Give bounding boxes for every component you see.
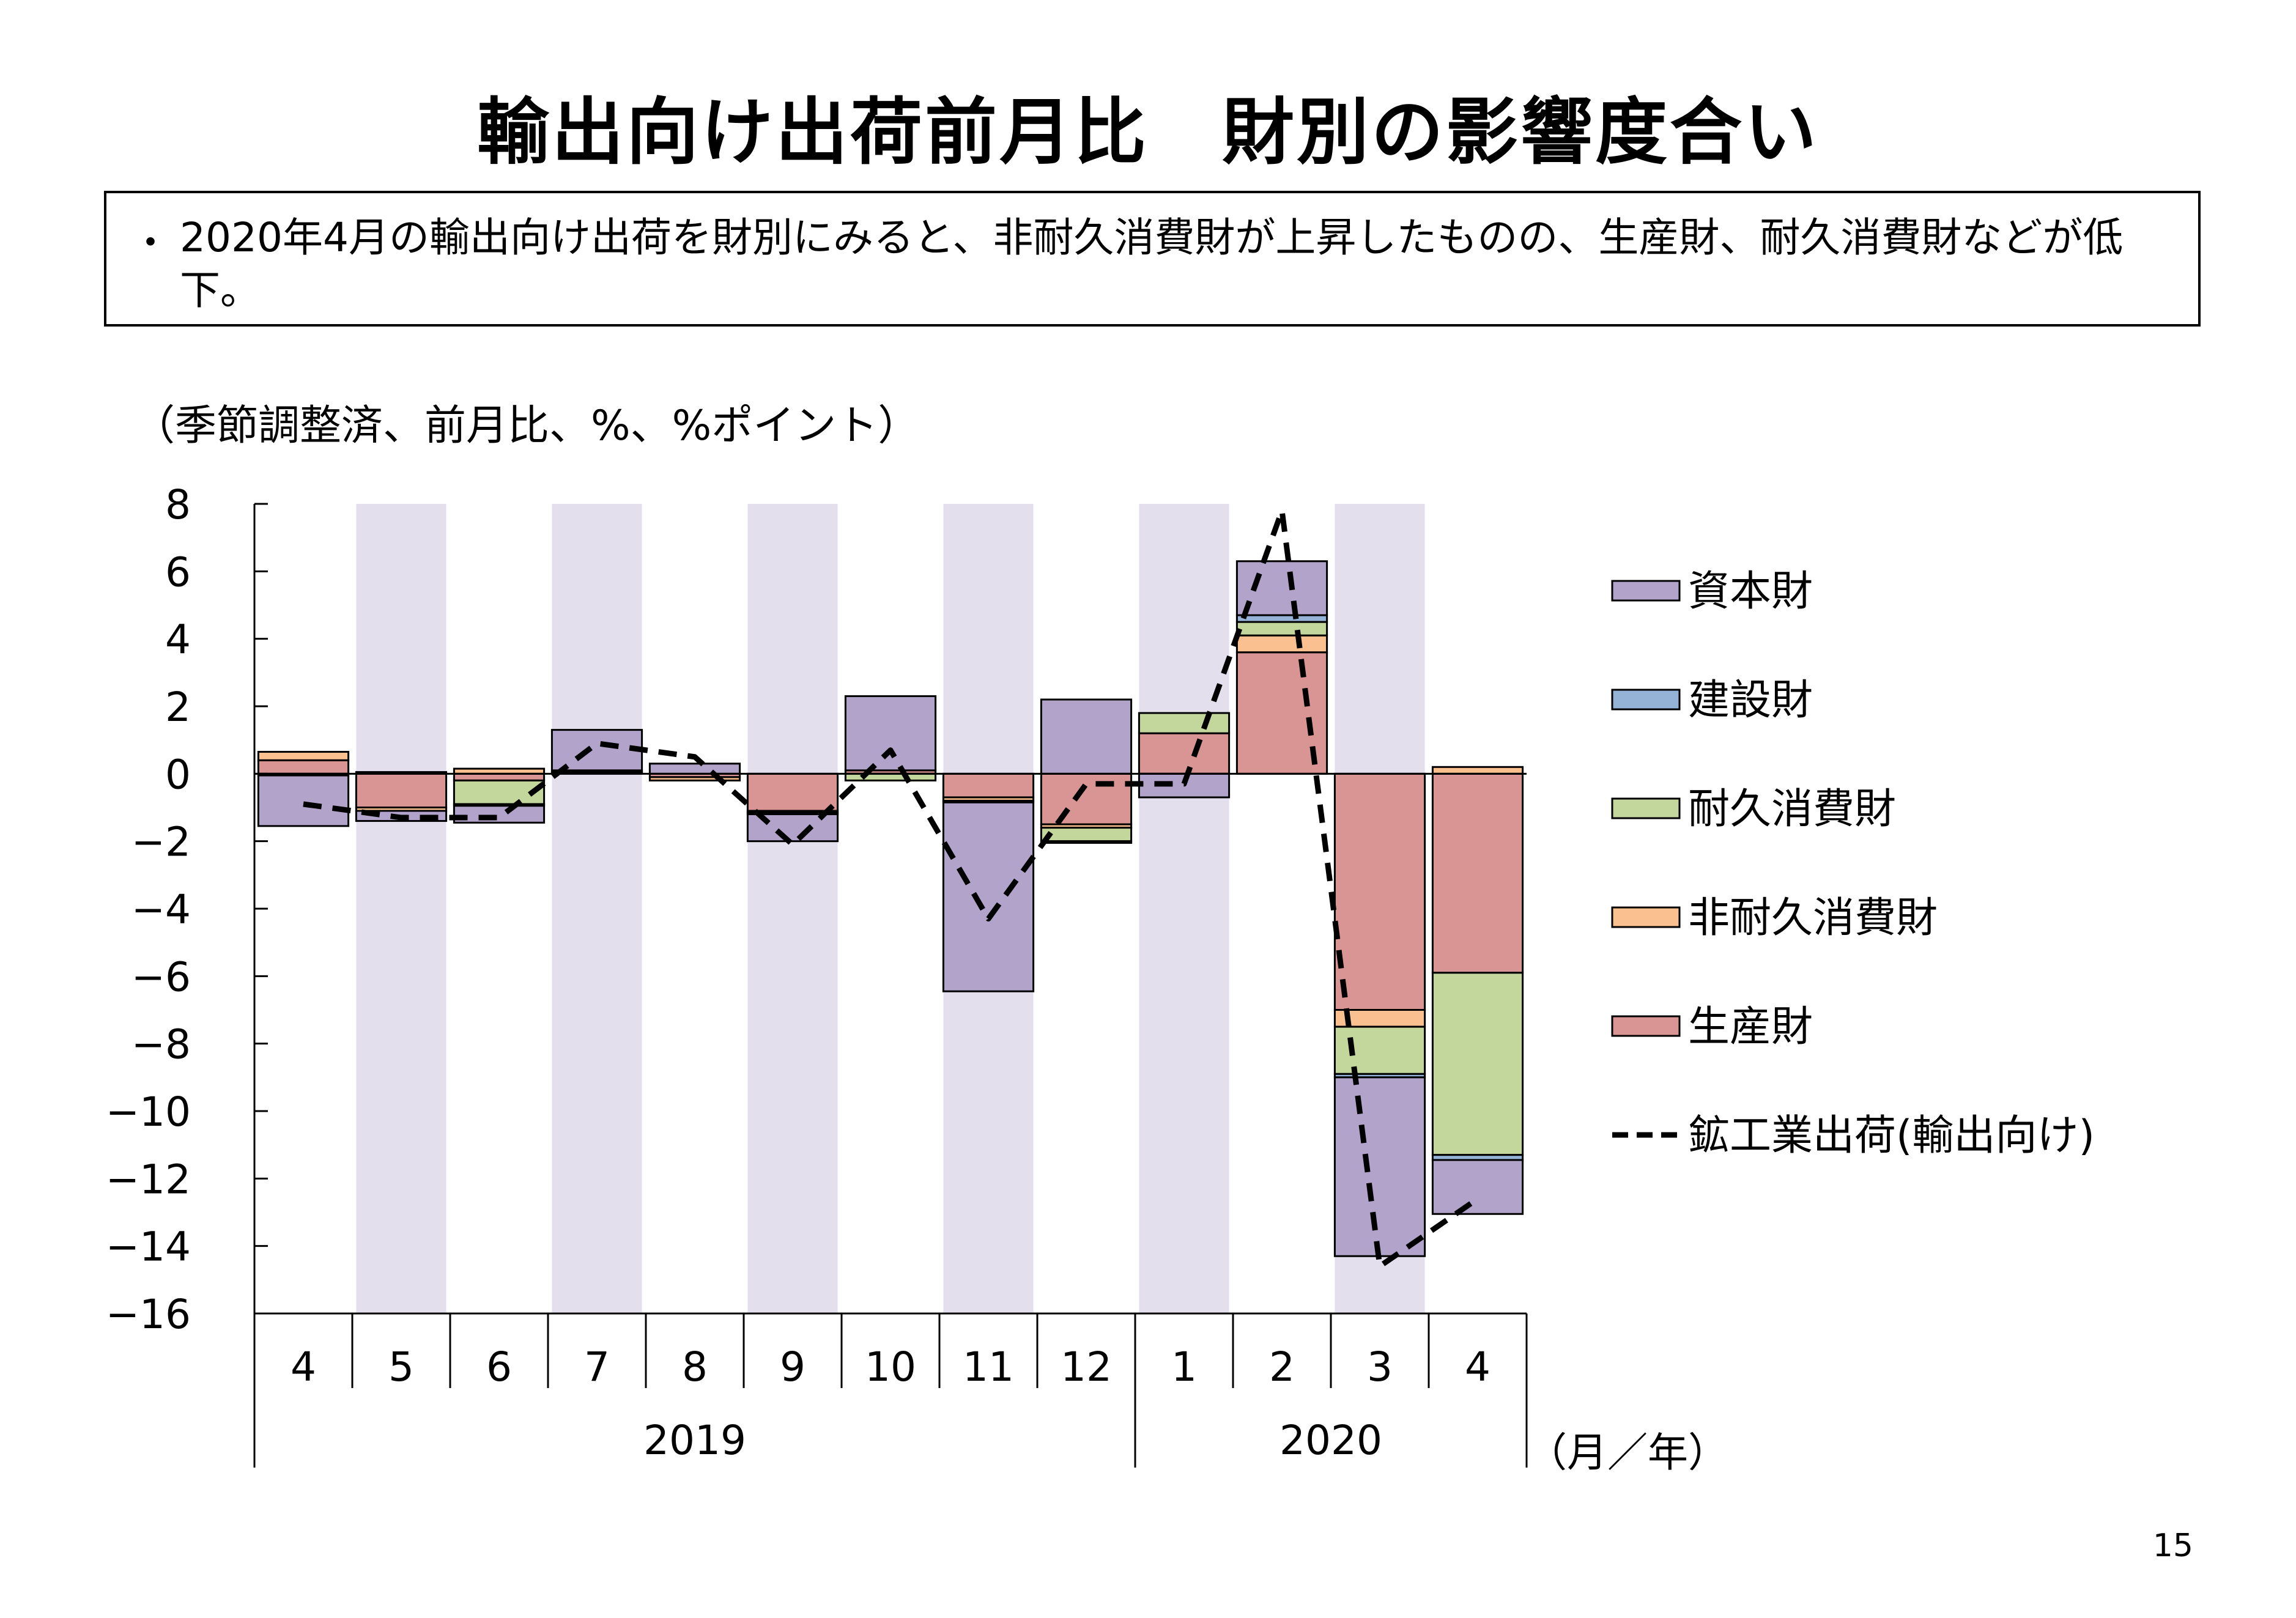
title-main: 輸出向け出荷前月比 bbox=[476, 90, 1149, 174]
bar-segment-durable bbox=[1333, 1025, 1426, 1075]
legend-label: 耐久消費財 bbox=[1688, 785, 1896, 833]
x-tick-label: 1 bbox=[1171, 1343, 1197, 1391]
bar-segment-durable bbox=[1040, 827, 1133, 843]
line-series-industrial-shipments bbox=[303, 508, 1479, 1269]
bar-segment-capital bbox=[648, 763, 741, 775]
summary-text: 2020年4月の輸出向け出荷を財別にみると、非耐久消費財が上昇したものの、生産財… bbox=[180, 214, 2124, 314]
legend-swatch-durable bbox=[1611, 797, 1681, 819]
x-tick-label: 7 bbox=[584, 1343, 610, 1391]
x-unit-label: （月／年） bbox=[1527, 1429, 1728, 1476]
y-tick-label: −10 bbox=[106, 1088, 191, 1136]
bar-segment-construction bbox=[1040, 840, 1133, 844]
x-year-label: 2020 bbox=[1279, 1417, 1382, 1464]
y-tick-label: −14 bbox=[106, 1224, 191, 1271]
bar-segment-capital bbox=[257, 774, 350, 827]
bar-segment-nondurable bbox=[1431, 766, 1524, 775]
x-tick-label: 6 bbox=[486, 1343, 512, 1391]
bar-segment-production bbox=[1333, 772, 1426, 1011]
y-tick-label: −6 bbox=[131, 953, 191, 1000]
bar-segment-capital bbox=[453, 805, 546, 824]
legend-label: 生産財 bbox=[1688, 1003, 1813, 1051]
x-tick-label: 3 bbox=[1367, 1343, 1393, 1391]
bar-segment-production bbox=[257, 759, 350, 775]
bar-segment-nondurable bbox=[648, 776, 741, 781]
y-tick-label: 8 bbox=[165, 481, 191, 528]
y-tick-label: 4 bbox=[165, 616, 191, 663]
y-tick-label: 2 bbox=[165, 684, 191, 731]
y-tick-label: 0 bbox=[165, 751, 191, 798]
bar-segment-capital bbox=[1431, 1159, 1524, 1215]
shaded-column bbox=[1139, 504, 1229, 1313]
unit-label: （季節調整済、前月比、%、%ポイント） bbox=[133, 402, 920, 450]
x-tick-label: 11 bbox=[963, 1343, 1014, 1391]
legend-label: 建設財 bbox=[1688, 676, 1813, 725]
bar-segment-production bbox=[746, 772, 839, 812]
y-tick-label: −2 bbox=[131, 819, 191, 866]
bar-segment-production bbox=[355, 772, 448, 809]
bar-segment-nondurable bbox=[1235, 634, 1328, 654]
bar-segment-capital bbox=[844, 695, 937, 772]
bar-segment-nondurable bbox=[257, 750, 350, 761]
x-tick-label: 10 bbox=[865, 1343, 916, 1391]
shaded-column bbox=[356, 504, 446, 1313]
x-tick-label: 2 bbox=[1269, 1343, 1295, 1391]
bar-segment-construction bbox=[1235, 614, 1328, 623]
legend-swatch-nondurable bbox=[1611, 906, 1681, 928]
bar-segment-durable bbox=[1235, 621, 1328, 637]
bar-segment-production bbox=[942, 772, 1035, 799]
bar-segment-capital bbox=[1040, 698, 1133, 775]
legend-label: 資本財 bbox=[1688, 567, 1813, 616]
bar-segment-durable bbox=[1138, 712, 1231, 734]
y-tick-label: −4 bbox=[131, 886, 191, 933]
shaded-column bbox=[552, 504, 642, 1313]
bar-segment-durable bbox=[844, 772, 937, 781]
bar-segment-capital bbox=[942, 801, 1035, 992]
x-tick-label: 9 bbox=[780, 1343, 805, 1391]
y-tick-label: −8 bbox=[131, 1021, 191, 1068]
legend-swatch-capital bbox=[1611, 580, 1681, 602]
bar-segment-production bbox=[453, 772, 546, 781]
legend-swatch-construction bbox=[1611, 689, 1681, 711]
legend-label: 鉱工業出荷(輸出向け) bbox=[1688, 1112, 2095, 1160]
y-tick-label: 6 bbox=[165, 549, 191, 596]
x-tick-label: 12 bbox=[1061, 1343, 1112, 1391]
x-tick-label: 5 bbox=[388, 1343, 414, 1391]
summary-box: ・ 2020年4月の輸出向け出荷を財別にみると、非耐久消費財が上昇したものの、生… bbox=[104, 191, 2201, 327]
page-title: 輸出向け出荷前月比 財別の影響度合い bbox=[0, 73, 2296, 178]
bar-segment-production bbox=[1138, 732, 1231, 775]
y-tick-label: −12 bbox=[106, 1156, 191, 1203]
x-tick-label: 8 bbox=[682, 1343, 708, 1391]
bar-segment-production bbox=[1040, 772, 1133, 826]
title-sub: 財別の影響度合い bbox=[1222, 90, 1820, 174]
page-number: 15 bbox=[2152, 1527, 2193, 1564]
x-tick-label: 4 bbox=[291, 1343, 316, 1391]
x-tick-label: 4 bbox=[1465, 1343, 1491, 1391]
y-tick-label: −16 bbox=[106, 1291, 191, 1338]
bar-segment-production bbox=[1431, 772, 1524, 974]
bar-segment-durable bbox=[1431, 972, 1524, 1156]
x-year-label: 2019 bbox=[643, 1417, 746, 1464]
legend-swatch-production bbox=[1611, 1015, 1681, 1037]
bar-segment-capital bbox=[1333, 1076, 1426, 1257]
shaded-column bbox=[747, 504, 838, 1313]
bar-segment-capital bbox=[1235, 560, 1328, 616]
summary-bullet: ・ bbox=[131, 221, 170, 266]
legend-label: 非耐久消費財 bbox=[1688, 894, 1938, 942]
